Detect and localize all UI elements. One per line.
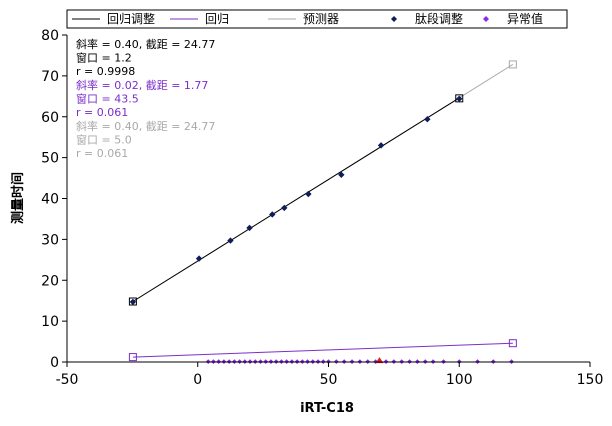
data-point	[129, 298, 137, 306]
endpoint-marker	[508, 339, 517, 348]
legend-label-2: 预测器	[303, 12, 339, 26]
annotation-line: r = 0.9998	[76, 65, 135, 78]
data-point	[377, 142, 385, 149]
annotation-line: 窗口 = 43.5	[76, 92, 139, 106]
data-point	[305, 190, 312, 198]
x-tick-label: 50	[320, 372, 338, 388]
endpoint-marker	[128, 353, 137, 362]
y-tick-label: 0	[50, 355, 59, 371]
x-tick-label: 150	[577, 372, 604, 388]
legend-label-0: 回归调整	[107, 11, 155, 26]
legend-swatch-4	[483, 16, 489, 22]
data-point	[424, 116, 431, 123]
x-tick-label: 0	[193, 372, 202, 388]
x-axis-label: iRT-C18	[300, 401, 354, 416]
data-point	[269, 211, 276, 218]
y-tick-label: 40	[41, 192, 59, 208]
data-point	[456, 95, 463, 102]
y-tick-label: 10	[41, 314, 59, 330]
data-point	[338, 171, 345, 178]
x-tick-label: 100	[446, 372, 473, 388]
y-tick-label: 80	[41, 28, 59, 44]
annotation-line: 斜率 = 0.40, 截距 = 24.77	[76, 37, 215, 51]
data-point	[227, 237, 234, 244]
y-tick-label: 50	[41, 151, 59, 167]
y-tick-label: 60	[41, 110, 59, 126]
legend: 回归调整 回归 预测器 肽段调整 异常值	[66, 9, 568, 29]
x-tick-label: -50	[56, 372, 79, 388]
legend-swatch-3	[391, 16, 397, 22]
annotation-line: 窗口 = 5.0	[76, 133, 132, 147]
plot-area	[128, 60, 517, 364]
legend-label-4: 异常值	[507, 11, 543, 26]
data-point	[195, 255, 203, 262]
data-point	[281, 204, 288, 212]
series-line-回归调整	[132, 97, 460, 302]
annotation-line: r = 0.061	[76, 106, 128, 119]
y-tick-label: 30	[41, 232, 59, 248]
series-line-回归	[132, 342, 513, 358]
annotation-line: r = 0.061	[76, 147, 128, 160]
legend-box	[66, 9, 568, 29]
y-axis-label: 测量时间	[10, 172, 26, 224]
annotation-line: 窗口 = 1.2	[76, 51, 132, 65]
endpoint-marker	[508, 60, 517, 69]
annotation-line: 斜率 = 0.02, 截距 = 1.77	[76, 78, 208, 92]
legend-label-1: 回归	[205, 12, 229, 26]
y-tick-label: 20	[41, 273, 59, 289]
annotation-line: 斜率 = 0.40, 截距 = 24.77	[76, 119, 215, 133]
legend-label-3: 肽段调整	[415, 11, 463, 26]
data-point	[246, 224, 253, 232]
y-tick-label: 70	[41, 69, 59, 85]
